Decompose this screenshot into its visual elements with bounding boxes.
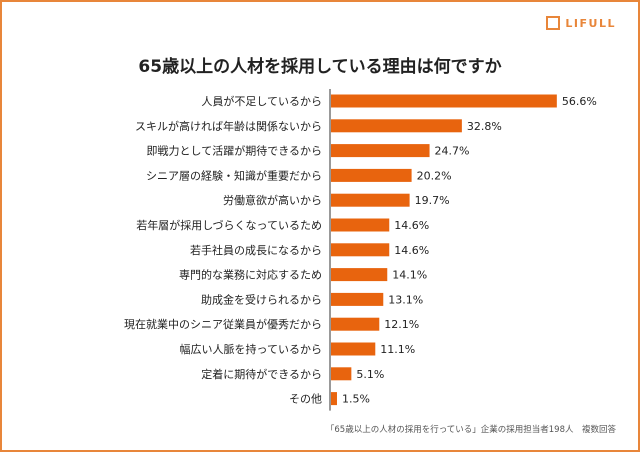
bar xyxy=(331,292,384,306)
bar xyxy=(331,342,376,356)
value-label: 5.1% xyxy=(356,368,384,381)
category-label: スキルが高ければ年齢は関係ないから xyxy=(135,119,322,133)
bar xyxy=(331,243,390,257)
category-label: 労働意欲が高いから xyxy=(223,193,322,207)
category-label: 幅広い人脈を持っているから xyxy=(180,342,322,356)
category-label: 助成金を受けられるから xyxy=(201,292,322,306)
value-label: 12.1% xyxy=(384,318,419,331)
bar xyxy=(331,317,380,331)
category-label: 現在就業中のシニア従業員が優秀だから xyxy=(124,317,322,331)
category-label: 人員が不足しているから xyxy=(201,94,322,108)
bar xyxy=(331,168,412,182)
bar xyxy=(331,144,430,158)
value-label: 14.6% xyxy=(394,219,429,232)
category-label: その他 xyxy=(289,393,322,406)
category-label: 若年層が採用しづらくなっているため xyxy=(136,218,322,232)
logo-text: LIFULL xyxy=(565,16,616,30)
value-label: 20.2% xyxy=(417,169,452,182)
value-label: 19.7% xyxy=(415,194,450,207)
value-label: 11.1% xyxy=(380,343,415,356)
category-label: 専門的な業務に対応するため xyxy=(179,268,322,282)
chart-note: 「65歳以上の人材の採用を行っている」企業の採用担当者198人 複数回答 xyxy=(325,425,616,435)
value-label: 14.6% xyxy=(394,244,429,257)
value-label: 32.8% xyxy=(467,120,502,133)
chart-title: 65歳以上の人材を採用している理由は何ですか xyxy=(138,57,502,77)
category-label: 若手社員の成長になるから xyxy=(190,243,322,257)
bar xyxy=(331,193,410,207)
bar xyxy=(331,268,388,282)
value-label: 14.1% xyxy=(392,269,427,282)
bar xyxy=(331,119,462,133)
bar xyxy=(331,367,352,381)
bar xyxy=(331,218,390,232)
value-label: 24.7% xyxy=(435,145,470,158)
logo: LIFULL xyxy=(546,16,616,30)
bar xyxy=(331,392,337,406)
value-label: 1.5% xyxy=(342,393,370,406)
value-label: 56.6% xyxy=(562,95,597,108)
bar xyxy=(331,94,557,108)
category-label: シニア層の経験・知識が重要だから xyxy=(146,168,322,182)
category-label: 定着に期待ができるから xyxy=(201,367,322,381)
category-label: 即戦力として活躍が期待できるから xyxy=(147,144,322,158)
value-label: 13.1% xyxy=(388,293,423,306)
logo-bracket-icon xyxy=(546,16,561,30)
